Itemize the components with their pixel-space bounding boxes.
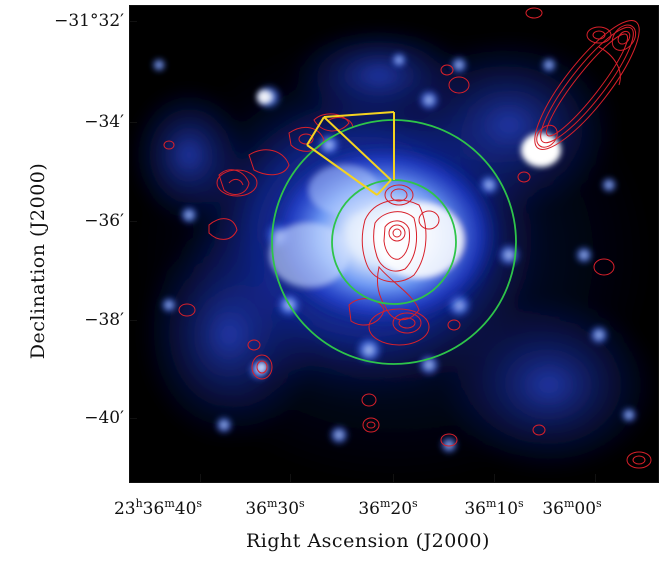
xtick-label: 36m30s	[245, 497, 305, 519]
ytick-mark	[129, 122, 137, 123]
xtick-label: 36m20s	[358, 497, 418, 519]
xtick-mark	[494, 474, 495, 482]
ytick-mark	[129, 320, 137, 321]
ytick-mark	[129, 418, 137, 419]
ytick-mark	[129, 21, 137, 22]
sky-image-svg	[129, 7, 659, 483]
xtick-mark	[595, 474, 596, 482]
ytick-label: −40′	[84, 408, 124, 428]
ytick-label: −34′	[84, 112, 124, 132]
ytick-label: −38′	[84, 310, 124, 330]
y-axis-label: Declination (J2000)	[27, 162, 49, 360]
ytick-label: −36′	[84, 211, 124, 231]
xtick-label: 36m10s	[464, 497, 524, 519]
ytick-label: −31°32′	[54, 11, 124, 31]
xtick-mark	[393, 474, 394, 482]
xtick-label: 36m00s	[542, 497, 602, 519]
xtick-mark	[200, 474, 201, 482]
xtick-label: 23h36m40s	[113, 497, 203, 519]
xtick-mark	[290, 474, 291, 482]
sky-image	[129, 5, 659, 483]
x-axis-label: Right Ascension (J2000)	[246, 530, 490, 552]
ytick-mark	[129, 221, 137, 222]
